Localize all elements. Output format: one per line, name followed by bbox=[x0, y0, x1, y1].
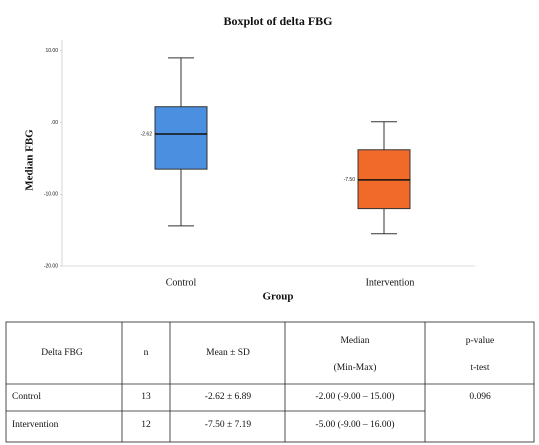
header-cell: t-test bbox=[471, 363, 490, 373]
y-tick-label: .00 bbox=[51, 120, 58, 126]
x-tick-label: Intervention bbox=[366, 277, 415, 288]
y-tick-label: -20.00 bbox=[44, 263, 58, 269]
x-tick-label: Control bbox=[166, 277, 197, 288]
cell: 13 bbox=[141, 392, 151, 402]
header-cell: p-value bbox=[466, 336, 495, 346]
table bbox=[5, 321, 535, 443]
y-tick-label: 10.00 bbox=[45, 48, 58, 54]
cell: -5.00 (-9.00 – 16.00) bbox=[315, 419, 394, 430]
header-cell: Mean ± SD bbox=[206, 348, 250, 358]
cell: -2.62 ± 6.89 bbox=[205, 392, 252, 402]
cell: 0.096 bbox=[469, 392, 491, 402]
cell: 12 bbox=[141, 420, 151, 430]
y-axis-label: Median FBG bbox=[24, 129, 36, 191]
cell: Intervention bbox=[12, 420, 59, 430]
box bbox=[154, 106, 208, 170]
cell: Control bbox=[12, 392, 41, 402]
cell: -2.00 (-9.00 – 15.00) bbox=[315, 391, 394, 402]
cell: -7.50 ± 7.19 bbox=[205, 420, 252, 430]
chart-title: Boxplot of delta FBG bbox=[223, 14, 332, 28]
header-cell: n bbox=[144, 348, 149, 358]
y-tick-label: -10.00 bbox=[44, 192, 58, 198]
header-cell: Delta FBG bbox=[41, 348, 83, 358]
x-axis-label: Group bbox=[263, 291, 294, 303]
header-cell: (Min-Max) bbox=[334, 362, 377, 373]
median-label: -7.50 bbox=[344, 177, 356, 183]
median-label: -2.62 bbox=[141, 131, 153, 137]
header-cell: Median bbox=[340, 336, 369, 346]
